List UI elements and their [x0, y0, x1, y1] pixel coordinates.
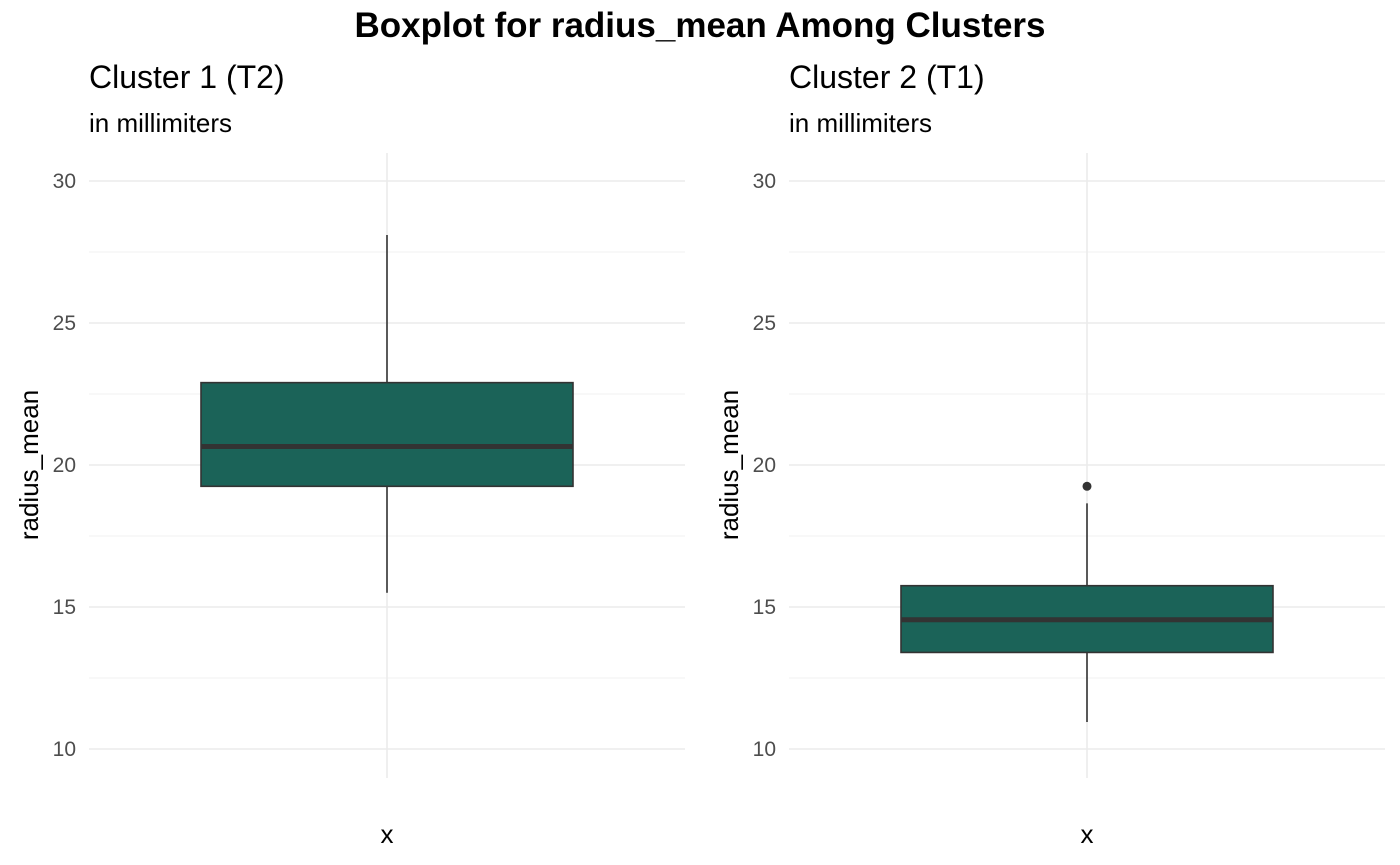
y-tick-label: 10 — [753, 738, 776, 761]
y-tick-labels: 10 15 20 25 30 — [53, 170, 76, 761]
y-axis-title: radius_mean — [714, 390, 744, 540]
panel-cluster-2: Cluster 2 (T1) in millimiters 10 15 20 25 30… — [714, 59, 1385, 849]
y-tick-label: 15 — [53, 596, 76, 619]
y-axis-title: radius_mean — [14, 390, 44, 540]
box-iqr — [200, 381, 574, 488]
y-tick-label: 20 — [53, 454, 76, 477]
panel-subtitle: in millimiters — [789, 108, 932, 138]
box-layer — [900, 481, 1274, 723]
panel-title: Cluster 2 (T1) — [789, 59, 985, 95]
y-tick-label: 25 — [753, 312, 776, 335]
y-tick-labels: 10 15 20 25 30 — [753, 170, 776, 761]
x-axis-title: x — [381, 819, 394, 849]
y-tick-label: 10 — [53, 738, 76, 761]
panel-subtitle: in millimiters — [89, 108, 232, 138]
x-axis-title: x — [1081, 819, 1094, 849]
y-tick-label: 30 — [753, 170, 776, 193]
y-tick-label: 25 — [53, 312, 76, 335]
outlier-point — [1082, 481, 1092, 491]
y-tick-label: 30 — [53, 170, 76, 193]
panel-cluster-1: Cluster 1 (T2) in millimiters 10 15 20 25 30… — [14, 59, 685, 849]
box-layer — [200, 234, 574, 593]
y-tick-label: 15 — [753, 596, 776, 619]
y-tick-label: 20 — [753, 454, 776, 477]
main-title: Boxplot for radius_mean Among Clusters — [354, 6, 1045, 45]
panel-title: Cluster 1 (T2) — [89, 59, 285, 95]
